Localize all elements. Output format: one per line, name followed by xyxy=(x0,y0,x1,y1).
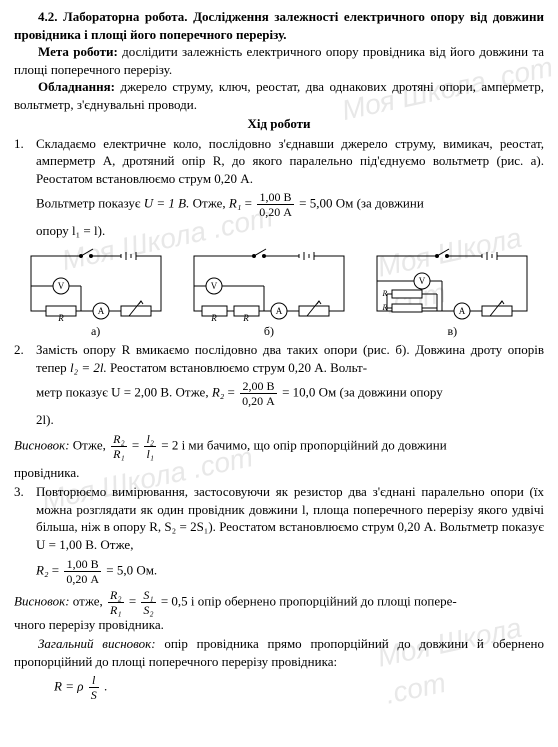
circuit-c: V R R A в) xyxy=(367,246,537,339)
goal-label: Мета роботи: xyxy=(38,44,118,59)
step-1-result: = 5,00 Ом (за довжини xyxy=(299,196,424,211)
step-2-cf1n: R₂ xyxy=(111,433,127,447)
circuit-b-svg: V R R A xyxy=(184,246,354,321)
step-2-t1b: Реостатом встановлюємо струм 0,20 А. Вол… xyxy=(110,360,367,375)
step-2-fraction: 2,00 В 0,20 А xyxy=(240,380,277,407)
header-line: 4.2. Лабораторна робота. Дослідження зал… xyxy=(14,8,544,43)
step-1-eq: = xyxy=(245,196,256,211)
step-1-t2b: Отже, xyxy=(193,196,229,211)
step-3-text-1: Повторюємо вимірювання, застосовуючи як … xyxy=(36,483,544,553)
step-2-text-3: 2l). xyxy=(36,411,544,429)
svg-text:A: A xyxy=(97,306,104,316)
step-3-fraction: 1,00 В 0,20 А xyxy=(64,558,101,585)
step-3-frac-num: 1,00 В xyxy=(64,558,101,572)
step-3-frac-den: 0,20 А xyxy=(64,572,101,585)
step-3-cf2d: S₂ xyxy=(141,603,155,616)
step-2-conclusion: Висновок: Отже, R₂ R₁ = l₂ l₁ = 2 і ми б… xyxy=(14,433,544,460)
step-1-u: U = 1 В. xyxy=(144,196,190,211)
step-2: 2. Замість опору R вмикаємо послідовно д… xyxy=(14,341,544,429)
circuit-a: V R A а) xyxy=(21,246,171,339)
step-2-number: 2. xyxy=(14,341,36,429)
step-3-number: 3. xyxy=(14,483,36,584)
step-2-cf2n: l₂ xyxy=(144,433,156,447)
svg-text:V: V xyxy=(57,281,64,291)
step-3-concl-eq1: = xyxy=(129,593,140,608)
step-2-concl-label: Висновок: xyxy=(14,437,70,452)
step-3-concl-frac2: S₁ S₂ xyxy=(141,589,155,616)
step-2-result: = 10,0 Ом (за довжини опору xyxy=(282,385,443,400)
step-2-concl-c: провідника. xyxy=(14,464,544,482)
step-1-frac-den: 0,20 А xyxy=(257,205,294,218)
lab-number: 4.2. Лабораторна робота. xyxy=(38,9,188,24)
svg-text:R: R xyxy=(382,303,388,312)
step-3-cf2n: S₁ xyxy=(141,589,155,603)
step-2-frac-den: 0,20 А xyxy=(240,394,277,407)
svg-text:V: V xyxy=(419,276,426,286)
circuit-a-svg: V R A xyxy=(21,246,171,321)
step-2-l2: l₂ = 2l. xyxy=(70,360,107,375)
svg-text:A: A xyxy=(276,306,283,316)
step-2-t2a: метр показує U = 2,00 В. Отже, xyxy=(36,385,212,400)
step-2-eq: = xyxy=(228,385,239,400)
general-conclusion: Загальний висновок: опір провідника прям… xyxy=(14,635,544,670)
formula-fn: l xyxy=(89,674,99,688)
work-heading: Хід роботи xyxy=(14,115,544,133)
step-1-text-3: опору l₁ = l). xyxy=(36,222,544,240)
step-1-formula-line: Вольтметр показує U = 1 В. Отже, R₁ = 1,… xyxy=(36,191,544,218)
circuit-c-label: в) xyxy=(367,323,537,339)
svg-text:R: R xyxy=(242,313,249,321)
step-1-t2a: Вольтметр показує xyxy=(36,196,144,211)
step-2-cf2d: l₁ xyxy=(144,447,156,460)
equipment-label: Обладнання: xyxy=(38,79,115,94)
formula-lhs: R = ρ xyxy=(54,679,83,694)
step-3-cf1n: R₂ xyxy=(108,589,124,603)
step-1-text-1: Складаємо електричне коло, послідовно з'… xyxy=(36,135,544,188)
equipment-paragraph: Обладнання: джерело струму, ключ, реоста… xyxy=(14,78,544,113)
step-3-cf1d: R₁ xyxy=(108,603,124,616)
step-2-concl-b: = 2 і ми бачимо, що опір пропорційний до… xyxy=(161,437,446,452)
formula-end: . xyxy=(104,679,107,694)
step-2-concl-a: Отже, xyxy=(73,437,109,452)
formula-fraction: l S xyxy=(89,674,99,701)
goal-paragraph: Мета роботи: дослідити залежність електр… xyxy=(14,43,544,78)
step-3-concl-b: = 0,5 і опір обернено пропорційний до пл… xyxy=(161,593,457,608)
step-2-concl-frac2: l₂ l₁ xyxy=(144,433,156,460)
general-formula: R = ρ l S . xyxy=(14,674,544,701)
step-2-frac-num: 2,00 В xyxy=(240,380,277,394)
circuit-b: V R R A б) xyxy=(184,246,354,339)
step-2-concl-frac1: R₂ R₁ xyxy=(111,433,127,460)
svg-text:R: R xyxy=(57,313,64,321)
step-2-formula-line: метр показує U = 2,00 В. Отже, R₂ = 2,00… xyxy=(36,380,544,407)
step-1-fraction: 1,00 В 0,20 А xyxy=(257,191,294,218)
circuit-a-label: а) xyxy=(21,323,171,339)
step-3-formula-line: R₂ = 1,00 В 0,20 А = 5,0 Ом. xyxy=(36,558,544,585)
step-3-r2: R₂ xyxy=(36,562,48,577)
step-3: 3. Повторюємо вимірювання, застосовуючи … xyxy=(14,483,544,584)
circuit-c-svg: V R R A xyxy=(367,246,537,321)
step-2-r2: R₂ xyxy=(212,385,224,400)
step-1-r1: R₁ xyxy=(229,196,241,211)
circuit-b-label: б) xyxy=(184,323,354,339)
step-3-conclusion: Висновок: отже, R₂ R₁ = S₁ S₂ = 0,5 і оп… xyxy=(14,589,544,616)
step-3-result: = 5,0 Ом. xyxy=(106,562,157,577)
step-2-cf1d: R₁ xyxy=(111,447,127,460)
general-label: Загальний висновок: xyxy=(38,636,156,651)
document-body: 4.2. Лабораторна робота. Дослідження зал… xyxy=(14,8,544,701)
step-2-concl-eq1: = xyxy=(132,437,143,452)
svg-text:A: A xyxy=(459,306,466,316)
step-3-concl-label: Висновок: xyxy=(14,593,70,608)
step-3-concl-a: отже, xyxy=(73,593,106,608)
step-1: 1. Складаємо електричне коло, послідовно… xyxy=(14,135,544,240)
step-3-concl-frac1: R₂ R₁ xyxy=(108,589,124,616)
circuit-diagrams: V R A а) xyxy=(14,246,544,339)
formula-fd: S xyxy=(89,688,99,701)
svg-text:R: R xyxy=(210,313,217,321)
svg-text:V: V xyxy=(211,281,218,291)
step-1-number: 1. xyxy=(14,135,36,240)
step-1-frac-num: 1,00 В xyxy=(257,191,294,205)
svg-text:R: R xyxy=(382,289,388,298)
step-3-concl-c: чного перерізу провідника. xyxy=(14,616,544,634)
step-3-eq: = xyxy=(52,562,63,577)
step-2-text-1: Замість опору R вмикаємо послідовно два … xyxy=(36,341,544,376)
